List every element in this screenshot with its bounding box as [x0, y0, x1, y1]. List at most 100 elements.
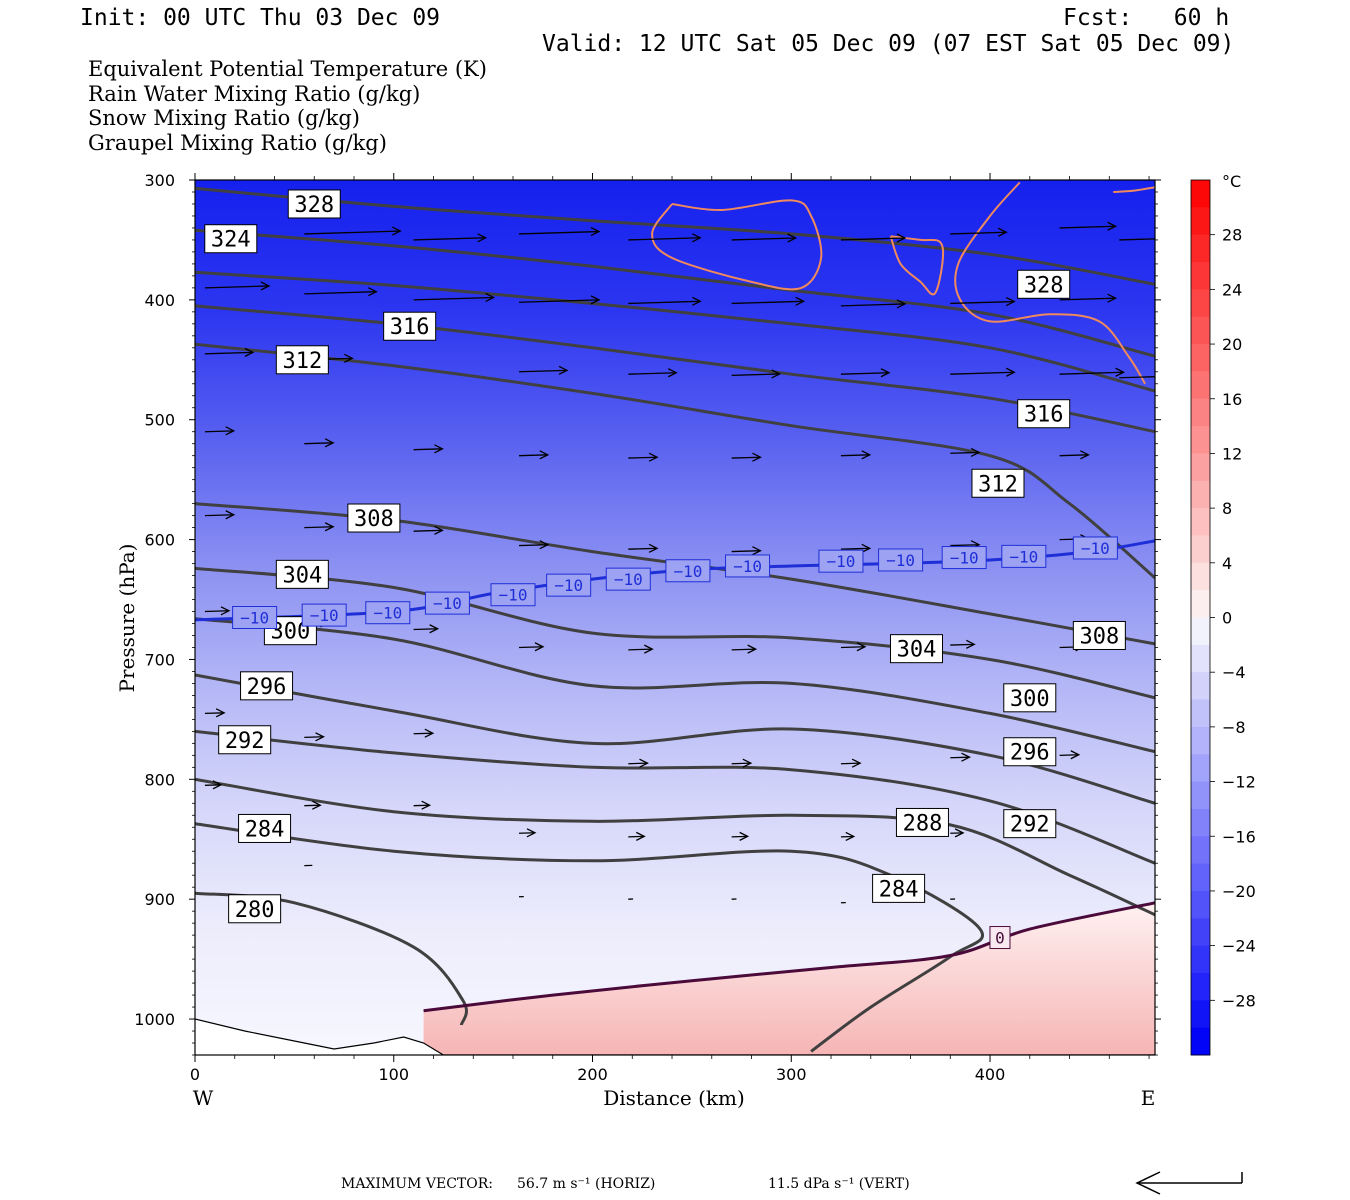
colorbar-bin [1191, 508, 1210, 536]
wind-vector-head [392, 226, 402, 236]
wind-vector [731, 237, 796, 241]
theta-e-label: 316 [1024, 403, 1064, 428]
temperature-label-box [490, 583, 536, 607]
wind-vector-head [434, 525, 444, 535]
legend-theta-e: Equivalent Potential Temperature (K) [88, 57, 487, 81]
colorbar-bin [1191, 180, 1210, 208]
temperature-label-box [989, 926, 1011, 950]
colorbar-tick-label: 8 [1222, 499, 1232, 518]
wind-vector-head [747, 644, 758, 654]
colorbar-bin [1191, 480, 1210, 509]
colorbar-bin [1191, 836, 1210, 865]
theta-e-contour-304 [195, 566, 1155, 700]
theta-e-label: 292 [225, 729, 265, 754]
above-freezing-shading [423, 902, 1155, 1055]
wind-vector-head [1107, 293, 1118, 303]
theta-e-label: 328 [294, 193, 334, 218]
colorbar-tick-label: −4 [1222, 663, 1246, 682]
wind-vector-head [970, 447, 981, 458]
temperature-label-box [232, 606, 278, 629]
wind-vector [304, 526, 334, 529]
wind-vector-head [997, 227, 1008, 237]
wind-vector [518, 454, 548, 457]
legend-graupel: Graupel Mixing Ratio (g/kg) [88, 131, 387, 155]
terrain-line [195, 1018, 1155, 1055]
wind-vector [204, 712, 225, 715]
theta-e-label: 288 [903, 811, 943, 836]
theta-e-label: 324 [211, 228, 251, 253]
theta-e-label: 284 [245, 817, 285, 842]
wind-vector [731, 550, 761, 553]
wind-vector-head [477, 233, 488, 243]
wind-vector-head [896, 233, 907, 243]
wind-vector-head [220, 606, 231, 616]
wind-vector [204, 430, 234, 433]
wind-vector [731, 648, 756, 651]
wind-vector [1119, 238, 1155, 241]
theta-e-contour-284 [195, 822, 984, 1053]
wind-vector [950, 231, 1007, 235]
y-tick-label: 700 [144, 650, 175, 669]
wind-vector-head [752, 452, 762, 462]
temperature-label-box [725, 554, 771, 578]
theta-e-label: 292 [1010, 813, 1050, 838]
wind-vector [840, 547, 870, 550]
x-axis-west-label: W [193, 1086, 214, 1110]
colorbar-tick-label: 28 [1222, 226, 1242, 245]
colorbar-bin [1191, 808, 1210, 837]
y-tick-label: 900 [144, 890, 175, 909]
wind-vector [950, 544, 980, 547]
wind-vector-head [861, 543, 872, 553]
wind-vector-head [845, 831, 856, 842]
colorbar-bin [1191, 316, 1210, 345]
wind-vector-head [324, 522, 335, 532]
theta-e-label-box [889, 634, 943, 664]
wind-vector [304, 291, 377, 295]
y-tick-label: 1000 [134, 1010, 175, 1029]
colorbar-bin [1191, 234, 1210, 263]
theta-e-label-box [287, 189, 341, 219]
temperature-label: −10 [1009, 547, 1038, 566]
snow-mixing-ratio-contour [889, 235, 945, 296]
theta-e-label: 308 [354, 507, 394, 532]
wind-vector-head [1080, 450, 1090, 460]
wind-vector [304, 736, 324, 739]
wind-vector [840, 237, 905, 241]
wind-vector-head [896, 299, 907, 309]
wind-vector-head [1070, 750, 1081, 760]
wind-vector-head [644, 644, 654, 654]
wind-vector-head [692, 296, 702, 306]
wind-vector-head [312, 800, 322, 810]
y-tick-label: 600 [144, 531, 175, 550]
temperature-label: −10 [240, 609, 269, 628]
colorbar-tick-label: −16 [1222, 827, 1256, 846]
colorbar: °C 28 24 20 16 12 8 4 0 −4 −8 −12 −16 −20 −24 −28 [1190, 172, 1256, 1056]
theta-e-label-box [218, 725, 272, 755]
temperature-label: −10 [950, 549, 979, 568]
colorbar-bin [1191, 699, 1210, 728]
init-time: Init: 00 UTC Thu 03 Dec 09 [80, 5, 441, 31]
wind-vector [628, 237, 701, 241]
colorbar-bin [1191, 972, 1210, 1001]
plot-area: 3283283243163163123123083083043043003002… [195, 180, 1155, 1055]
wind-vector [731, 300, 804, 305]
wind-vector [413, 296, 494, 301]
theta-e-label: 284 [879, 877, 919, 902]
colorbar-tick-label: 24 [1222, 280, 1242, 299]
wind-vector-head [244, 347, 255, 357]
colorbar-bin [1191, 672, 1210, 701]
wind-vector-head [485, 292, 496, 303]
wind-vector-head [315, 732, 325, 742]
max-vector-vertical: 11.5 dPa s⁻¹ (VERT) [768, 1176, 910, 1192]
temperature-label: 0 [995, 929, 1005, 948]
theta-e-label: 308 [1079, 624, 1119, 649]
temperature-label: −10 [499, 586, 528, 605]
wind-vector [304, 230, 401, 235]
theta-e-label: 312 [978, 472, 1018, 497]
wind-vector-head [1107, 221, 1118, 231]
wind-vector [840, 762, 861, 765]
wind-vector [1119, 376, 1155, 379]
temperature-label-box [1001, 544, 1047, 568]
wind-vector-head [639, 758, 649, 768]
